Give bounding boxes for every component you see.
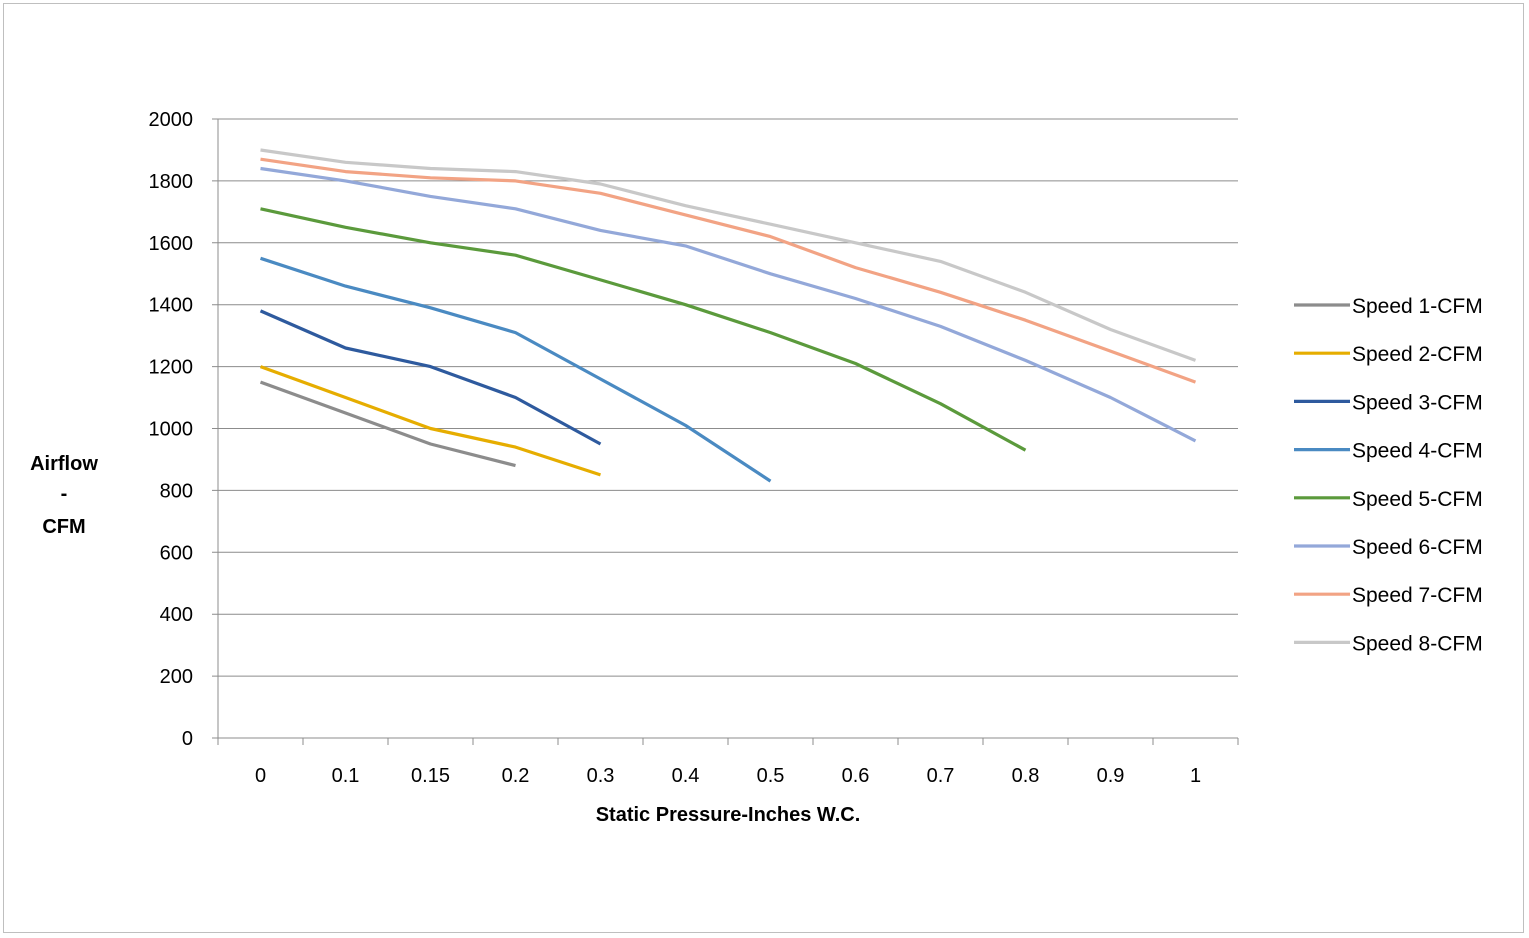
x-axis-title: Static Pressure-Inches W.C. [596, 804, 861, 826]
x-tick-label: 0.3 [587, 765, 615, 787]
legend-label: Speed 8-CFM [1352, 632, 1483, 655]
y-tick-label: 400 [160, 604, 193, 626]
legend-label: Speed 5-CFM [1352, 488, 1483, 511]
y-axis-title-line-1: Airflow [30, 453, 98, 475]
legend-item: Speed 1-CFM [1294, 295, 1483, 318]
legend-label: Speed 2-CFM [1352, 343, 1483, 366]
series-line-speed-5 [260, 207, 1027, 452]
series-line-speed-4 [260, 256, 772, 483]
legend: Speed 1-CFM Speed 2-CFM Speed 3-CFM Speed 4… [1294, 295, 1483, 655]
y-axis-title-line-2: - [61, 483, 68, 505]
x-tick-label: 0.5 [757, 765, 785, 787]
series-line-speed-7 [260, 157, 1197, 384]
x-tick-label: 0.8 [1012, 765, 1040, 787]
legend-label: Speed 1-CFM [1352, 295, 1483, 318]
gridlines [212, 118, 1238, 739]
legend-item: Speed 3-CFM [1294, 391, 1483, 414]
y-tick-label: 2000 [149, 109, 194, 131]
legend-item: Speed 4-CFM [1294, 440, 1483, 463]
legend-label: Speed 4-CFM [1352, 440, 1483, 463]
y-axis-ticks: 0 200 400 600 800 1000 1200 1400 1600 1800 2000 [149, 109, 194, 750]
x-tick-label: 0.2 [502, 765, 530, 787]
x-tick-label: 1 [1190, 765, 1201, 787]
x-tick-label: 0.7 [927, 765, 955, 787]
series-line-speed-6 [260, 166, 1197, 443]
series-line-speed-1 [259, 380, 516, 468]
legend-item: Speed 2-CFM [1294, 343, 1483, 366]
x-tick-label: 0.6 [842, 765, 870, 787]
series-line-speed-8 [260, 148, 1197, 362]
legend-item: Speed 5-CFM [1294, 488, 1483, 511]
y-tick-label: 0 [182, 728, 193, 750]
y-axis-title-line-3: CFM [42, 516, 85, 538]
y-tick-label: 800 [160, 480, 193, 502]
y-tick-label: 1800 [149, 171, 194, 193]
x-tick-label: 0.9 [1097, 765, 1125, 787]
series-line-speed-3 [259, 309, 602, 446]
chart-frame [3, 3, 1524, 933]
y-tick-label: 1600 [149, 233, 194, 255]
legend-label: Speed 6-CFM [1352, 536, 1483, 559]
y-tick-label: 1400 [149, 295, 194, 317]
x-tick-label: 0 [255, 765, 266, 787]
y-tick-label: 200 [160, 666, 193, 688]
y-tick-label: 1000 [149, 419, 194, 441]
x-tick-label: 0.1 [332, 765, 360, 787]
x-axis: 0 0.1 0.15 0.2 0.3 0.4 0.5 0.6 0.7 0.8 0.9 1 [217, 738, 1239, 787]
legend-item: Speed 8-CFM [1294, 632, 1483, 655]
series-line-speed-2 [259, 365, 601, 477]
x-tick-label: 0.4 [672, 765, 700, 787]
y-tick-label: 1200 [149, 357, 194, 379]
legend-item: Speed 6-CFM [1294, 536, 1483, 559]
legend-label: Speed 3-CFM [1352, 391, 1483, 414]
legend-label: Speed 7-CFM [1352, 584, 1483, 607]
legend-item: Speed 7-CFM [1294, 584, 1483, 607]
x-tick-label: 0.15 [411, 765, 450, 787]
y-tick-label: 600 [160, 542, 193, 564]
series-lines [259, 148, 1197, 483]
